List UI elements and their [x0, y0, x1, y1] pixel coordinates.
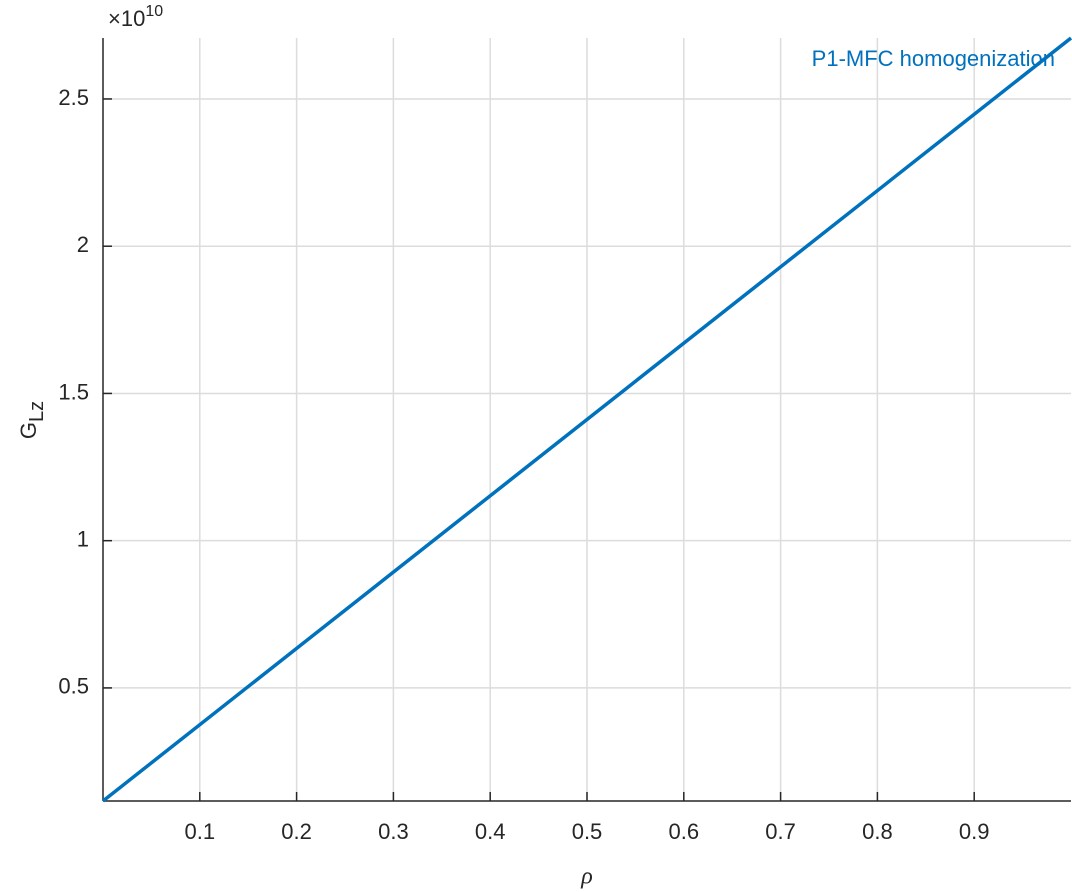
- y-axis-label: GLz: [16, 401, 48, 439]
- x-tick-label: 0.8: [862, 819, 893, 844]
- multiplier-base: ×10: [108, 6, 145, 31]
- y-tick-label: 1: [77, 526, 89, 551]
- x-tick-label: 0.6: [669, 819, 700, 844]
- data-line: [101, 36, 1072, 803]
- y-label-main: G: [16, 422, 41, 439]
- y-tick-label: 1.5: [58, 379, 89, 404]
- x-axis-label: ρ: [580, 864, 593, 890]
- y-tick-label: 2: [77, 232, 89, 257]
- x-tick-label: 0.1: [185, 819, 216, 844]
- x-tick-label: 0.7: [765, 819, 796, 844]
- legend-entry: P1-MFC homogenization: [812, 46, 1055, 71]
- multiplier-exponent: 10: [145, 3, 163, 20]
- x-tick-label: 0.5: [572, 819, 603, 844]
- y-tick-label: 2.5: [58, 85, 89, 110]
- y-tick-label: 0.5: [58, 674, 89, 699]
- y-label-sub: Lz: [26, 401, 48, 422]
- x-tick-label: 0.9: [959, 819, 990, 844]
- y-multiplier: ×1010: [108, 3, 163, 31]
- x-tick-label: 0.2: [281, 819, 312, 844]
- x-tick-label: 0.4: [475, 819, 506, 844]
- x-tick-label: 0.3: [378, 819, 409, 844]
